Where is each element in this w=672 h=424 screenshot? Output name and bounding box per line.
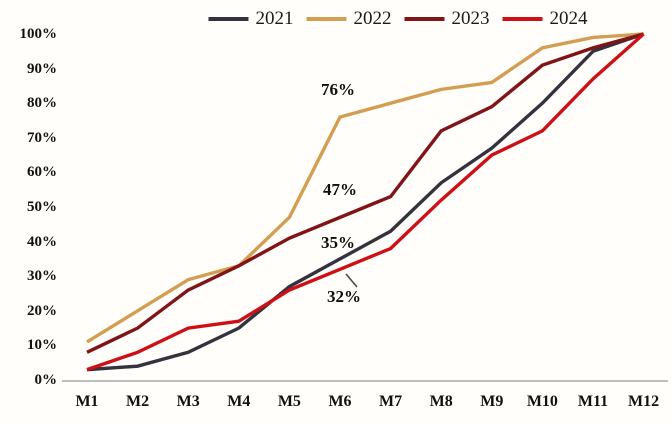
y-tick-label: 10%: [27, 337, 57, 354]
legend-item-2022: 2022: [306, 8, 392, 30]
x-tick-label: M2: [126, 393, 150, 410]
callout-line: [345, 273, 358, 288]
x-tick-label: M3: [176, 393, 200, 410]
series-line-2024: [86, 32, 645, 372]
legend-item-2024: 2024: [502, 8, 588, 30]
y-tick-label: 60%: [27, 164, 57, 181]
y-tick-label: 30%: [27, 268, 57, 285]
y-tick-label: 20%: [27, 302, 57, 319]
legend-item-2021: 2021: [208, 8, 294, 30]
x-tick-label: M6: [328, 393, 352, 410]
y-tick-label: 90%: [27, 60, 57, 77]
legend-line-swatch: [306, 17, 347, 21]
x-tick-label: M12: [628, 393, 660, 410]
legend-line-swatch: [208, 17, 249, 21]
y-tick-label: 100%: [19, 26, 58, 42]
x-tick-label: M7: [379, 393, 403, 410]
legend-label: 2022: [353, 8, 392, 29]
y-tick-label: 50%: [27, 199, 57, 215]
x-tick-label: M1: [75, 393, 99, 410]
data-label-2023: 47%: [323, 180, 357, 199]
legend-item-2023: 2023: [404, 8, 490, 30]
x-tick-label: M9: [480, 393, 504, 410]
legend-label: 2024: [549, 8, 588, 29]
legend-label: 2023: [451, 8, 490, 29]
x-tick-label: M5: [277, 393, 301, 410]
y-tick-label: 0%: [34, 372, 58, 388]
x-tick-label: M8: [429, 393, 453, 410]
x-tick-label: M4: [227, 393, 251, 410]
data-label-2022: 76%: [321, 80, 355, 99]
legend-line-swatch: [502, 17, 543, 21]
y-tick-label: 40%: [27, 233, 57, 250]
x-tick-label: M11: [577, 393, 609, 410]
y-tick-label: 70%: [27, 129, 57, 146]
legend-line-swatch: [404, 17, 445, 21]
data-label-2021: 35%: [321, 233, 355, 252]
series-line-2023: [86, 32, 645, 354]
series-line-2022: [86, 32, 644, 344]
chart-legend: 2021 2022 2023 2024: [208, 8, 588, 30]
y-tick-label: 80%: [27, 95, 57, 112]
series-line-2021: [86, 32, 645, 372]
data-label-2024: 32%: [327, 287, 361, 306]
legend-label: 2021: [255, 8, 294, 29]
x-tick-label: M10: [526, 393, 558, 410]
